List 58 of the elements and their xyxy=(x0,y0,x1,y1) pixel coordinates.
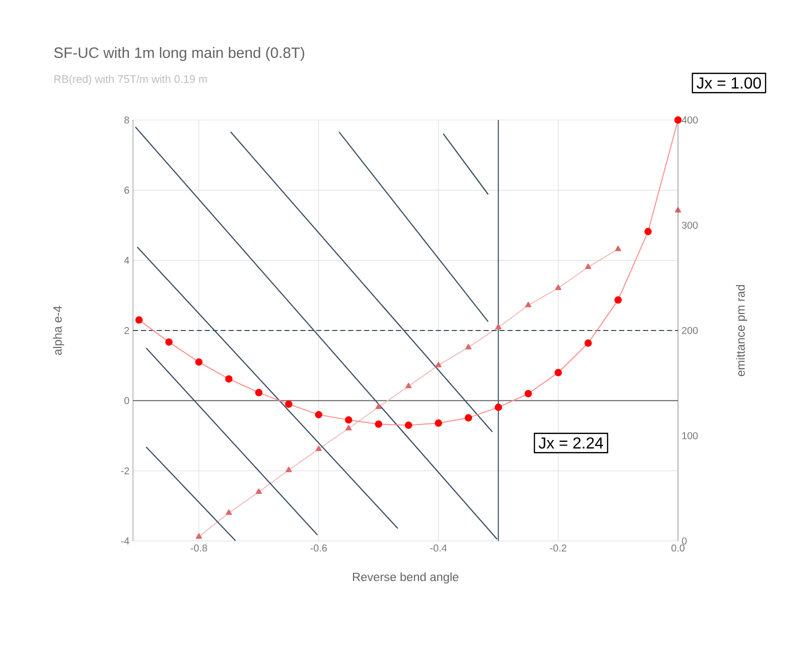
y2-axis-title: emittance pm rad xyxy=(736,285,748,376)
point xyxy=(525,302,532,308)
chart-subtitle: RB(red) with 75T/m with 0.19 m xyxy=(54,74,207,86)
y-tick-label: 0 xyxy=(124,397,130,404)
point xyxy=(375,403,382,409)
y2-tick-label: 0 xyxy=(682,537,687,545)
point xyxy=(614,296,622,304)
point xyxy=(374,420,382,428)
y-tick-label: -4 xyxy=(121,538,130,544)
point xyxy=(464,414,472,422)
annotation: Jx = 2.24 xyxy=(538,437,604,449)
x-axis-title: Reverse bend angle xyxy=(352,572,458,584)
point xyxy=(255,388,262,396)
point xyxy=(644,228,652,236)
point xyxy=(226,509,232,515)
point xyxy=(344,416,352,424)
point xyxy=(195,358,203,366)
y-tick-label: 2 xyxy=(124,327,129,334)
y-tick-label: 4 xyxy=(124,256,130,264)
point xyxy=(554,368,562,376)
y2-tick-label: 400 xyxy=(682,116,698,124)
y2-tick-label: 300 xyxy=(682,222,698,229)
point xyxy=(615,246,622,252)
point xyxy=(495,324,502,330)
y-tick-label: 8 xyxy=(124,116,130,124)
point xyxy=(584,339,592,347)
point xyxy=(316,446,322,452)
point xyxy=(465,344,472,350)
point xyxy=(404,422,412,429)
point xyxy=(256,488,262,494)
point xyxy=(555,284,562,290)
point xyxy=(165,338,173,346)
point xyxy=(135,316,143,324)
y2-tick-label: 100 xyxy=(682,432,698,440)
point xyxy=(585,264,592,269)
point xyxy=(285,400,292,408)
chart-title: SF-UC with 1m long main bend (0.8T) xyxy=(54,47,304,61)
point xyxy=(524,390,532,398)
y-tick-label: 6 xyxy=(124,186,130,194)
y-axis-title: alpha e-4 xyxy=(52,306,64,355)
x-tick-label: -0.2 xyxy=(550,544,566,552)
point xyxy=(225,375,233,383)
point xyxy=(435,362,442,368)
point xyxy=(494,404,502,412)
y2-tick-label: 200 xyxy=(682,326,698,334)
point xyxy=(196,533,202,539)
point xyxy=(314,410,322,418)
point xyxy=(346,424,352,430)
x-tick-label: -0.4 xyxy=(430,544,447,552)
text: Jx = 1.00 xyxy=(696,77,761,89)
x-tick-label: -0.6 xyxy=(310,544,327,552)
y-tick-label: -2 xyxy=(121,467,129,474)
point xyxy=(286,466,292,472)
point xyxy=(434,419,442,427)
x-tick-label: -0.8 xyxy=(190,544,208,552)
point xyxy=(405,382,412,388)
point xyxy=(674,116,682,124)
x-tick-label: 0.0 xyxy=(671,544,685,552)
